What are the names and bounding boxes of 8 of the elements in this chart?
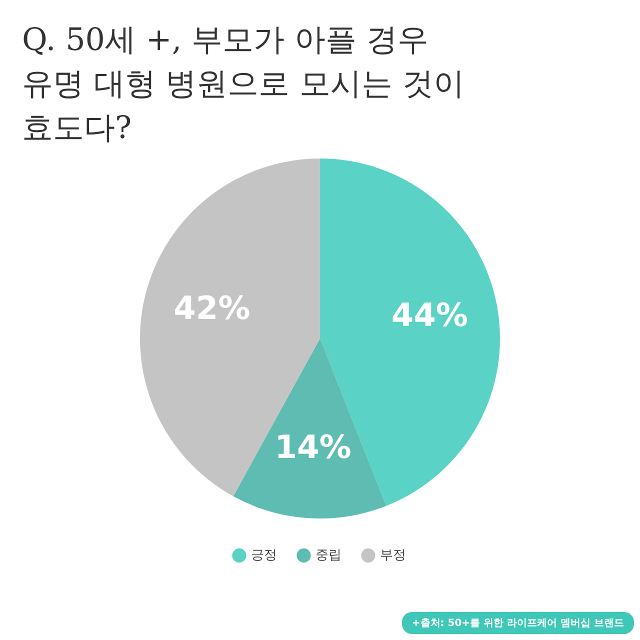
text: +출처: 50+를 위한 라이프케어 멤버십 브랜드 — [402, 612, 634, 634]
chart-title: Q. 50세 +, 부모가 아플 경우 유명 대형 병원으로 모시는 것이 효도다? — [22, 21, 464, 148]
data-label: 44% — [391, 296, 468, 334]
legend-label: 긍정 — [250, 548, 277, 563]
legend-label: 부정 — [380, 548, 406, 563]
data-label: 42% — [174, 289, 250, 328]
data-label: 14% — [274, 428, 352, 466]
legend-label: 중립 — [315, 548, 342, 563]
